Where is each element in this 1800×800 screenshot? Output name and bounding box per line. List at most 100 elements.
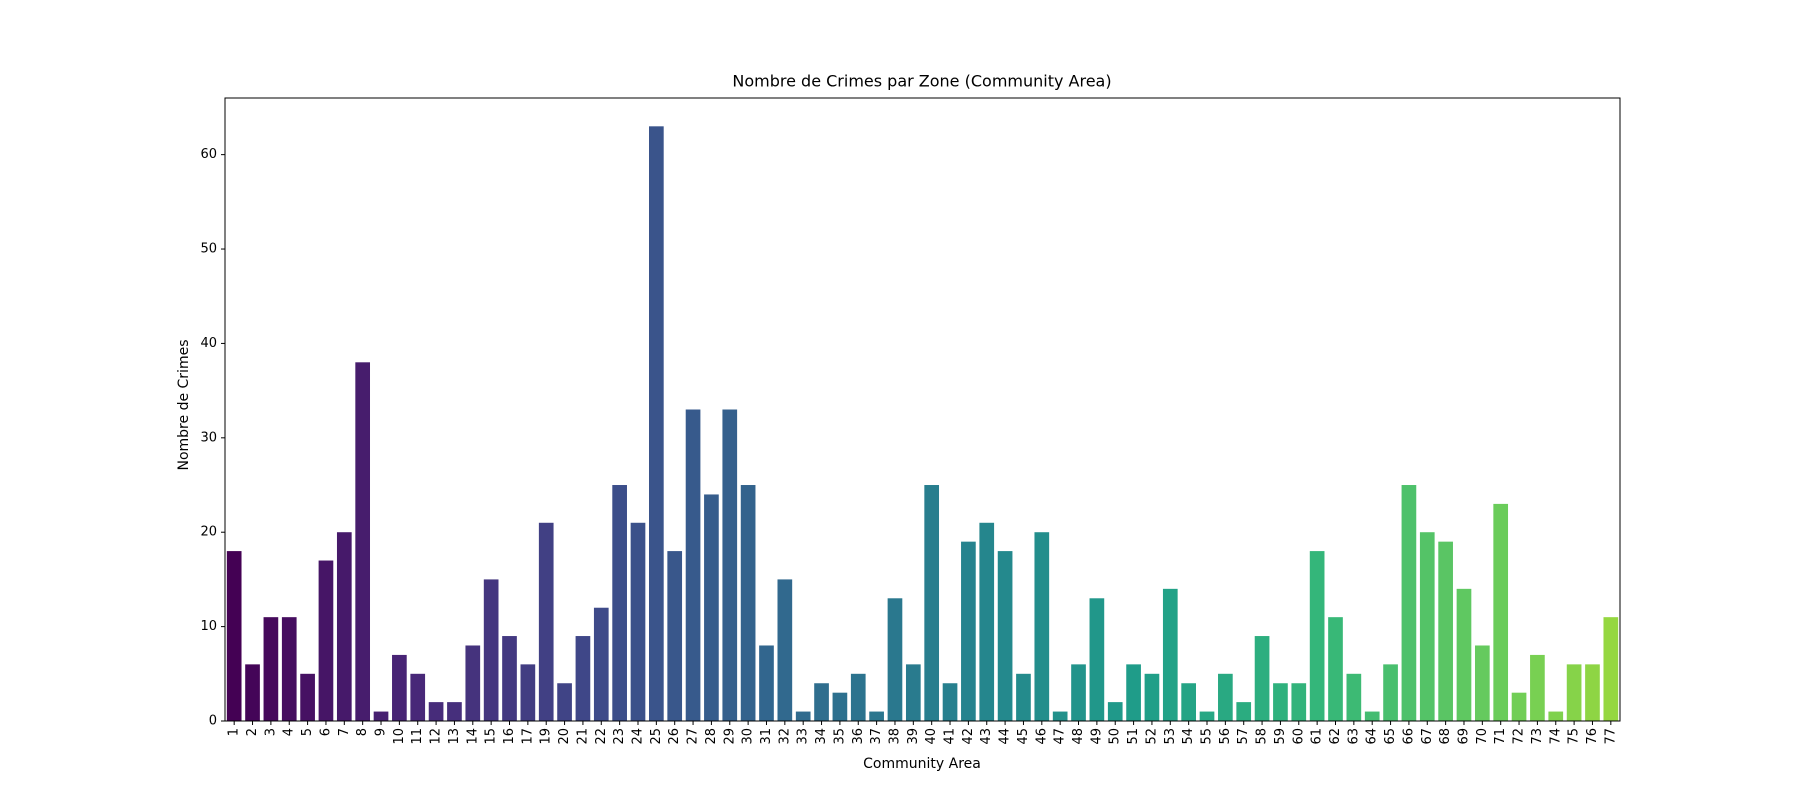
bar — [355, 362, 371, 721]
bar — [502, 636, 517, 721]
bar — [447, 702, 462, 721]
chart-title: Nombre de Crimes par Zone (Community Are… — [732, 72, 1111, 91]
bar — [373, 711, 389, 721]
x-tick-label: 17 — [520, 728, 535, 745]
x-tick-label: 37 — [869, 728, 884, 745]
x-tick-label: 63 — [1346, 728, 1361, 745]
bar — [1419, 532, 1435, 721]
bar — [814, 683, 829, 721]
y-axis-label: Nombre de Crimes — [176, 340, 192, 471]
x-tick-label: 33 — [796, 728, 811, 745]
x-tick-label: 56 — [1218, 728, 1233, 745]
x-axis-label: Community Area — [863, 756, 981, 772]
x-tick-label: 62 — [1328, 728, 1343, 745]
bar — [1548, 711, 1564, 721]
x-tick-label: 71 — [1493, 728, 1508, 745]
x-tick-label: 48 — [1071, 728, 1086, 745]
bar — [1144, 673, 1160, 721]
bar — [649, 126, 664, 722]
x-tick-label: 1 — [227, 728, 242, 736]
x-tick-label: 32 — [777, 728, 792, 745]
x-tick-label: 29 — [722, 728, 737, 745]
x-tick-label: 69 — [1456, 728, 1471, 745]
x-tick-label: 50 — [1108, 728, 1123, 745]
bar — [428, 702, 444, 721]
x-tick-label: 28 — [704, 728, 719, 745]
x-tick-label: 27 — [686, 728, 701, 745]
bar — [850, 673, 866, 721]
bar — [1034, 532, 1050, 721]
x-tick-label: 42 — [961, 728, 976, 745]
x-tick-label: 7 — [337, 728, 352, 736]
bar — [759, 645, 774, 721]
x-tick-label: 74 — [1548, 728, 1563, 745]
bar — [1071, 664, 1086, 721]
x-tick-label: 34 — [814, 728, 829, 745]
x-tick-label: 12 — [429, 728, 444, 745]
bar — [245, 664, 260, 721]
bar — [1089, 598, 1105, 721]
x-tick-label: 72 — [1512, 728, 1527, 745]
bar — [1603, 617, 1619, 721]
bar — [465, 645, 481, 721]
bar — [1566, 664, 1582, 721]
x-tick-label: 19 — [539, 728, 554, 745]
x-tick-label: 66 — [1401, 728, 1416, 745]
bar — [538, 522, 554, 721]
x-tick-label: 44 — [998, 728, 1013, 745]
x-tick-label: 52 — [1144, 728, 1159, 745]
y-tick-label: 50 — [200, 242, 217, 257]
bar — [1162, 588, 1178, 721]
bar — [1474, 645, 1490, 721]
bar — [997, 551, 1013, 721]
bar — [1273, 683, 1288, 721]
bar — [263, 617, 279, 721]
x-tick-label: 38 — [887, 728, 902, 745]
x-tick-label: 41 — [943, 728, 958, 745]
bar — [667, 551, 683, 721]
bar — [1199, 711, 1215, 721]
x-tick-label: 13 — [447, 728, 462, 745]
bar — [392, 654, 407, 721]
x-tick-label: 2 — [245, 728, 260, 736]
bar — [740, 485, 756, 721]
x-tick-label: 11 — [410, 728, 425, 745]
x-tick-label: 61 — [1310, 728, 1325, 745]
x-tick-label: 31 — [759, 728, 774, 745]
bar — [1383, 664, 1398, 721]
bar — [483, 579, 499, 721]
x-tick-label: 45 — [1016, 728, 1031, 745]
bar — [520, 664, 536, 721]
x-tick-label: 25 — [649, 728, 664, 745]
bar — [226, 551, 242, 721]
y-tick-label: 20 — [200, 525, 217, 540]
x-tick-label: 59 — [1273, 728, 1288, 745]
bar — [281, 617, 297, 721]
bar — [1530, 654, 1545, 721]
x-tick-label: 3 — [263, 728, 278, 736]
x-tick-label: 73 — [1530, 728, 1545, 745]
x-tick-label: 51 — [1126, 728, 1141, 745]
x-tick-label: 55 — [1200, 728, 1215, 745]
bar — [1052, 711, 1068, 721]
x-tick-label: 36 — [851, 728, 866, 745]
y-tick-label: 0 — [209, 714, 217, 729]
bar — [1254, 636, 1270, 721]
bar — [979, 522, 995, 721]
bar — [1181, 683, 1196, 721]
bar — [1107, 702, 1123, 721]
bar — [1346, 673, 1362, 721]
plot-frame — [224, 97, 1621, 722]
y-tick-label: 30 — [200, 430, 217, 445]
x-tick-label: 67 — [1420, 728, 1435, 745]
x-tick-label: 23 — [612, 728, 627, 745]
bar — [722, 409, 738, 721]
x-tick-label: 10 — [392, 728, 407, 745]
x-tick-label: 58 — [1255, 728, 1270, 745]
y-tick-label: 10 — [200, 619, 217, 634]
x-tick-label: 14 — [465, 728, 480, 745]
bar — [1511, 692, 1527, 721]
bar — [1218, 673, 1233, 721]
